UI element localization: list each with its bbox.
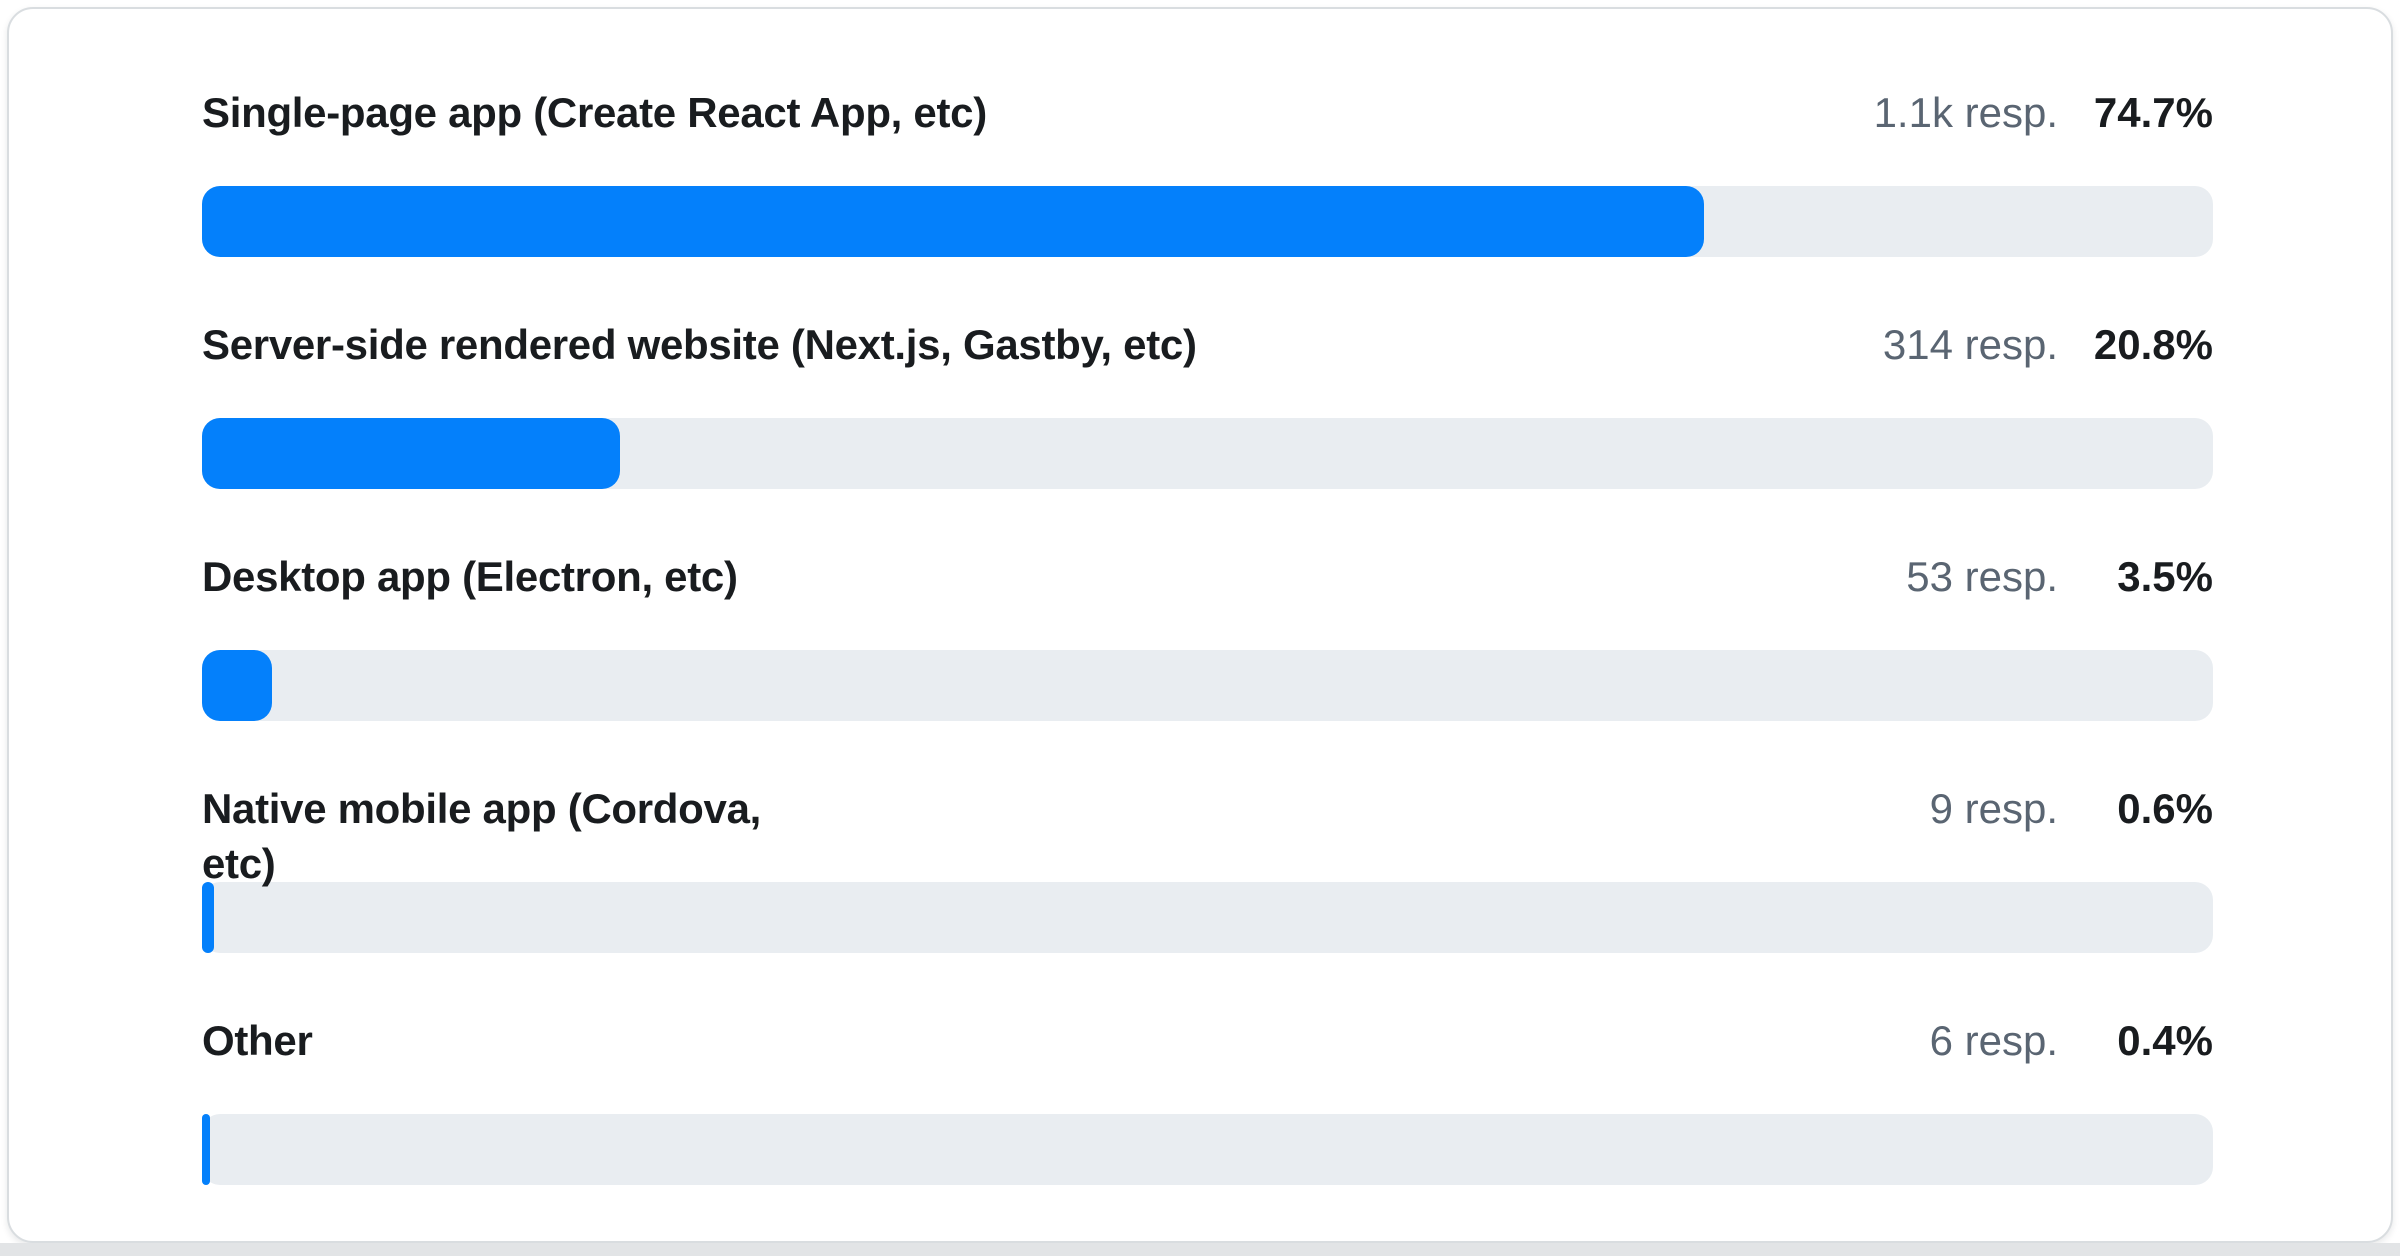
response-count: 6 resp.	[1929, 1017, 2058, 1064]
bar-fill	[202, 418, 621, 489]
result-row: Single-page app (Create React App, etc) …	[202, 85, 2213, 257]
percentage-value: 0.6%	[2117, 785, 2213, 832]
result-row-header: Desktop app (Electron, etc) 53 resp. 3.5…	[202, 549, 2213, 604]
result-row-header: Other 6 resp. 0.4%	[202, 1013, 2213, 1068]
percentage-value: 74.7%	[2093, 89, 2213, 136]
result-row: Desktop app (Electron, etc) 53 resp. 3.5…	[202, 549, 2213, 721]
bar-track[interactable]	[202, 186, 2213, 257]
bar-track[interactable]	[202, 882, 2213, 953]
bar-track[interactable]	[202, 650, 2213, 721]
bar-fill	[202, 1114, 211, 1185]
option-label: Native mobile app (Cordova, etc)	[202, 785, 762, 887]
bar-fill	[202, 882, 215, 953]
bar-fill	[202, 186, 1705, 257]
bar-track[interactable]	[202, 418, 2213, 489]
row-stats: 6 resp. 0.4%	[1930, 1013, 2213, 1068]
option-label: Server-side rendered website (Next.js, G…	[202, 321, 1197, 368]
response-count: 9 resp.	[1929, 785, 2058, 832]
response-count: 1.1k resp.	[1873, 89, 2058, 136]
percentage-value: 3.5%	[2117, 553, 2213, 600]
option-label: Single-page app (Create React App, etc)	[202, 89, 987, 136]
bar-track[interactable]	[202, 1114, 2213, 1185]
results-list: Single-page app (Create React App, etc) …	[9, 9, 2391, 1185]
result-row: Server-side rendered website (Next.js, G…	[202, 317, 2213, 489]
result-row-header: Server-side rendered website (Next.js, G…	[202, 317, 2213, 372]
result-row-header: Single-page app (Create React App, etc) …	[202, 85, 2213, 140]
row-stats: 9 resp. 0.6%	[1930, 781, 2213, 836]
result-row: Other 6 resp. 0.4%	[202, 1013, 2213, 1185]
response-count: 53 resp.	[1906, 553, 2058, 600]
row-stats: 53 resp. 3.5%	[1906, 549, 2213, 604]
percentage-value: 20.8%	[2093, 321, 2213, 368]
page-background-strip	[0, 1243, 2400, 1256]
result-row: Native mobile app (Cordova, etc) 9 resp.…	[202, 781, 2213, 953]
bar-fill	[202, 650, 273, 721]
option-label: Desktop app (Electron, etc)	[202, 553, 738, 600]
row-stats: 314 resp. 20.8%	[1883, 317, 2213, 372]
response-count: 314 resp.	[1882, 321, 2058, 368]
row-stats: 1.1k resp. 74.7%	[1874, 85, 2213, 140]
option-label: Other	[202, 1017, 313, 1064]
percentage-value: 0.4%	[2117, 1017, 2213, 1064]
survey-results-card: Single-page app (Create React App, etc) …	[7, 7, 2393, 1243]
result-row-header: Native mobile app (Cordova, etc) 9 resp.…	[202, 781, 2213, 887]
